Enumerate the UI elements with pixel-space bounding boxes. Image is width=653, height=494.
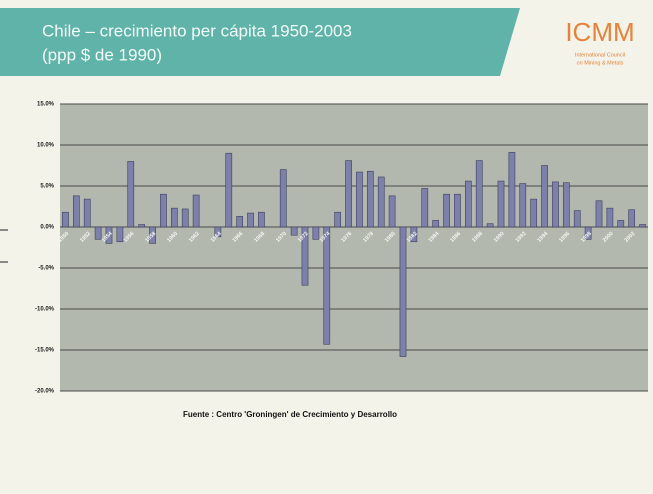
bar bbox=[138, 224, 146, 228]
bar bbox=[301, 226, 309, 286]
bar bbox=[421, 188, 429, 228]
bar bbox=[584, 226, 592, 240]
bar bbox=[410, 226, 418, 243]
bar bbox=[497, 180, 505, 228]
bar bbox=[214, 226, 222, 238]
bar bbox=[160, 193, 167, 228]
y-tick-label: -10.0% bbox=[35, 307, 55, 313]
bar bbox=[628, 209, 636, 228]
bar bbox=[530, 198, 538, 228]
bar bbox=[170, 207, 178, 228]
bar bbox=[454, 193, 461, 228]
bar bbox=[366, 170, 374, 228]
y-tick-label: 10.0% bbox=[37, 143, 55, 149]
bar bbox=[290, 226, 298, 236]
bar bbox=[94, 226, 102, 240]
bar bbox=[388, 195, 396, 228]
logo-caption: International Council bbox=[575, 52, 625, 58]
title-banner bbox=[0, 8, 520, 76]
bar bbox=[225, 152, 233, 228]
bar bbox=[432, 220, 440, 228]
slide-title: Chile – crecimiento per cápita 1950-2003 bbox=[42, 21, 352, 40]
bar bbox=[399, 226, 407, 357]
bar bbox=[127, 161, 135, 228]
y-tick-label: 0.0% bbox=[40, 225, 54, 231]
bar bbox=[149, 226, 156, 244]
bar bbox=[519, 183, 527, 228]
bar bbox=[334, 211, 342, 228]
bar bbox=[83, 198, 91, 228]
bar bbox=[105, 226, 113, 244]
y-tick-label: -5.0% bbox=[38, 266, 54, 272]
bar bbox=[116, 226, 124, 243]
bar bbox=[639, 224, 646, 228]
bar bbox=[486, 223, 494, 228]
bar bbox=[508, 152, 516, 228]
bar bbox=[258, 211, 265, 228]
logo-caption: on Mining & Metals bbox=[577, 60, 624, 66]
bar bbox=[181, 208, 189, 228]
bar bbox=[192, 194, 200, 228]
bar bbox=[377, 176, 385, 228]
y-tick-label: 5.0% bbox=[40, 184, 54, 190]
y-tick-label: -20.0% bbox=[35, 389, 55, 395]
bar bbox=[312, 226, 320, 240]
bar bbox=[356, 171, 363, 228]
source-note: Fuente : Centro 'Groningen' de Crecimien… bbox=[183, 410, 397, 419]
bar bbox=[606, 207, 614, 228]
y-tick-label: -15.0% bbox=[35, 348, 55, 354]
bar bbox=[72, 195, 80, 228]
bar bbox=[236, 216, 244, 228]
logo: ICMM bbox=[565, 17, 634, 47]
bar bbox=[475, 160, 483, 228]
bar bbox=[279, 169, 287, 228]
y-tick-label: 15.0% bbox=[37, 102, 55, 108]
bar bbox=[323, 226, 331, 345]
bar bbox=[464, 180, 472, 228]
bar bbox=[443, 193, 450, 228]
bar bbox=[573, 210, 581, 228]
bar bbox=[345, 160, 352, 228]
bar bbox=[552, 181, 559, 228]
bar bbox=[617, 220, 625, 228]
bar bbox=[62, 211, 69, 228]
bar bbox=[247, 212, 254, 228]
bar bbox=[562, 182, 570, 228]
bar bbox=[595, 200, 603, 228]
slide-subtitle: (ppp $ de 1990) bbox=[42, 45, 162, 64]
bar bbox=[541, 165, 548, 228]
plot-area bbox=[60, 104, 648, 391]
